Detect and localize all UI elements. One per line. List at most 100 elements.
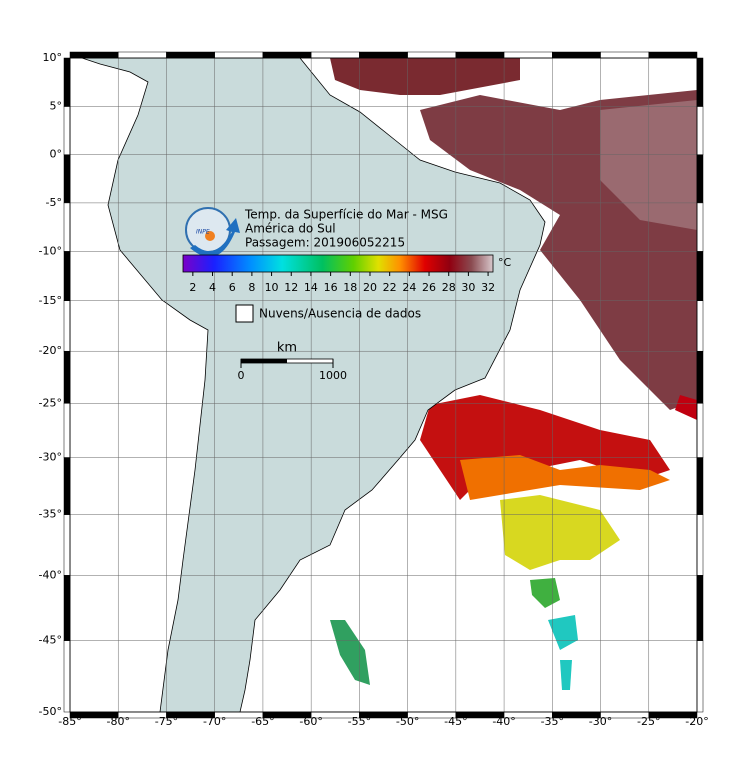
colorbar-tick-label: 12 [284,281,298,294]
colorbar-tick-label: 10 [265,281,279,294]
frame-band [696,106,704,155]
frame-band [63,457,71,515]
scale-ticks: 0 1000 [238,359,347,382]
frame-band [696,300,704,352]
scale-tick-label: 1000 [319,369,347,382]
frame-band [117,51,167,59]
y-tick-label: 0° [50,148,63,161]
sst-patch [600,100,697,230]
sst-patch [330,620,370,685]
x-tick-label: -50° [396,715,419,728]
colorbar-tick-label: 28 [442,281,456,294]
x-tick-label: -75° [155,715,178,728]
frame-band [310,51,360,59]
frame-band [214,51,264,59]
y-tick-label: -20° [39,344,62,357]
colorbar-tick-label: 22 [383,281,397,294]
frame-band [600,51,650,59]
y-tick-label: -35° [39,508,62,521]
y-tick-label: -10° [39,244,62,257]
x-tick-label: -85° [58,715,81,728]
frame-band [552,51,601,59]
frame-band [63,57,71,107]
no-data-label: Nuvens/Ausencia de dados [259,307,421,321]
colorbar-tick-label: 8 [248,281,255,294]
frame-band [63,202,71,252]
x-tick-label: -80° [106,715,129,728]
frame-band [696,640,704,713]
frame-band [455,51,505,59]
frame-band [359,51,408,59]
frame-band [503,51,553,59]
title: Temp. da Superfície do Mar - MSG [244,208,448,222]
x-tick-label: -30° [589,715,612,728]
colorbar-tick-label: 30 [461,281,475,294]
colorbar-tick-label: 32 [481,281,495,294]
x-tick-label: -20° [685,715,708,728]
colorbar-tick-label: 24 [402,281,416,294]
x-tick-label: -45° [444,715,467,728]
frame-band [63,403,71,458]
frame-band [69,51,119,59]
frame-band [166,51,215,59]
sst-patch [500,495,620,570]
frame-band [63,300,71,352]
region: América do Sul [245,222,336,236]
y-tick-label: -25° [39,396,62,409]
colorbar-tick-label: 18 [343,281,357,294]
colorbar-tick-label: 2 [189,281,196,294]
frame-band [262,51,312,59]
frame-band [696,350,704,404]
y-tick-label: -50° [39,705,62,718]
frame-band [696,403,704,458]
legend: INPE Temp. da Superfície do Mar - MSG Am… [182,207,512,382]
scale-tick-label: 0 [238,369,245,382]
y-tick-label: -5° [46,196,62,209]
scale-bar-fill [241,359,287,363]
x-tick-label: -65° [251,715,274,728]
x-tick-label: -35° [541,715,564,728]
frame-band [63,154,71,204]
frame [63,51,704,719]
frame-band [63,640,71,713]
x-tick-label: -70° [203,715,226,728]
sst-patch [330,58,520,95]
frame-band [63,575,71,641]
y-tick-label: -45° [39,634,62,647]
colorbar [182,254,494,273]
frame-border [69,57,698,713]
colorbar-tick-label: 14 [304,281,318,294]
sst-patches [330,58,697,690]
logo-swoosh [190,218,240,257]
logo-text: INPE [196,229,210,236]
x-tick-label: -25° [637,715,660,728]
frame-band [696,202,704,252]
y-tick-label: -15° [39,294,62,307]
colorbar-tick-label: 26 [422,281,436,294]
y-tick-label: 10° [43,51,63,64]
frame-band [696,154,704,204]
y-tick-label: -40° [39,568,62,581]
frame-band [696,57,704,107]
colorbar-tick-label: 16 [324,281,338,294]
y-tick-label: 5° [50,100,63,113]
x-tick-label: -40° [492,715,515,728]
colorbar-tick-label: 4 [209,281,216,294]
colorbar-tick-label: 6 [229,281,236,294]
frame-band [63,514,71,576]
sst-patch [460,455,670,500]
colorbar-unit: °C [498,256,512,269]
frame-band [696,457,704,515]
frame-band [648,51,698,59]
colorbar-tick-label: 20 [363,281,377,294]
no-data-swatch [235,304,254,323]
frame-band [63,251,71,302]
x-tick-label: -60° [299,715,322,728]
frame-band [696,575,704,641]
colorbar-ticks: 2 4 6 8 10 12 14 16 18 20 22 24 26 28 30 32 [189,272,495,294]
y-tick-label: -30° [39,451,62,464]
frame-band [407,51,457,59]
sst-patch [675,395,697,420]
pass: Passagem: 201906052215 [245,236,405,250]
